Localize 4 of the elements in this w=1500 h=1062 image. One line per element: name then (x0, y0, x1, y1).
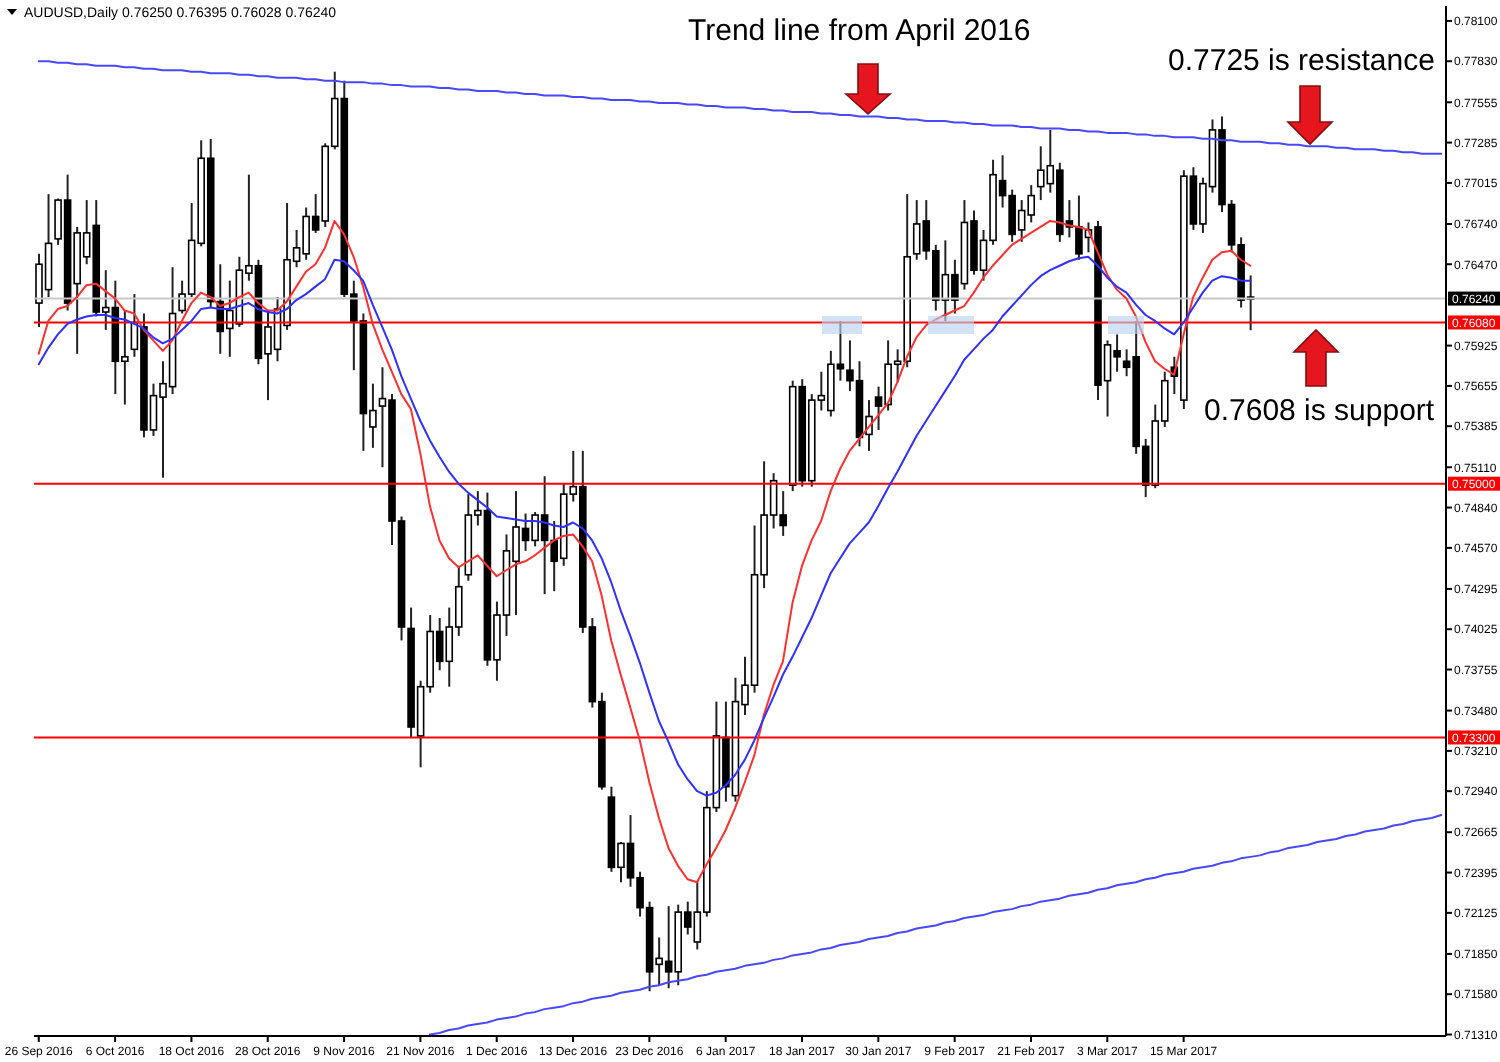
annotation: Trend line from April 2016 (688, 14, 1031, 48)
annotation: 0.7608 is support (1204, 394, 1436, 428)
annotation: 0.7725 is resistance (1168, 44, 1435, 78)
line-series (428, 814, 1443, 1036)
